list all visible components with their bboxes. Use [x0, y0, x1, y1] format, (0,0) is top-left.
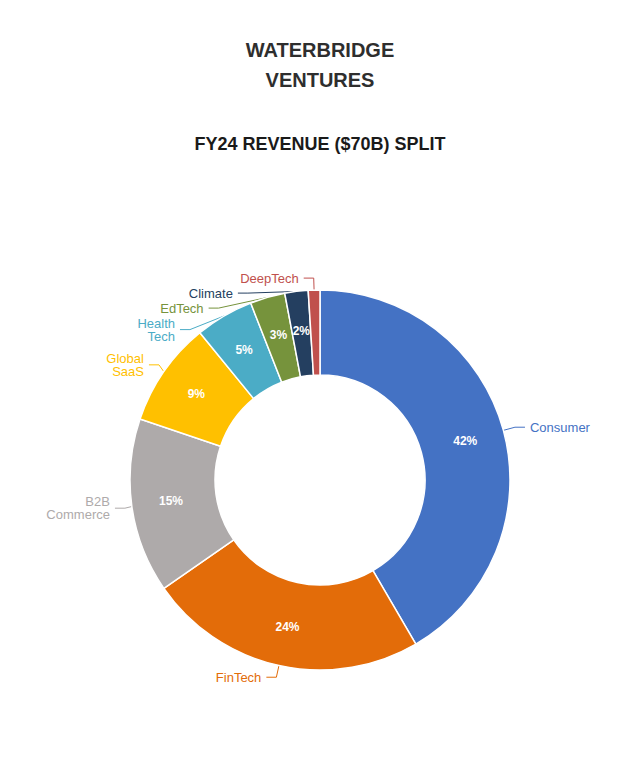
svg-text:Climate: Climate	[189, 286, 233, 301]
svg-text:24%: 24%	[275, 620, 299, 634]
svg-text:2%: 2%	[293, 324, 311, 338]
svg-text:VENTURES: VENTURES	[266, 69, 375, 91]
svg-text:Commerce: Commerce	[46, 507, 110, 522]
svg-text:Consumer: Consumer	[530, 420, 591, 435]
svg-text:Global: Global	[106, 350, 144, 366]
svg-text:Tech: Tech	[148, 329, 175, 344]
svg-text:EdTech: EdTech	[160, 301, 203, 316]
svg-text:9%: 9%	[188, 387, 206, 401]
svg-text:WATERBRIDGE: WATERBRIDGE	[246, 39, 395, 61]
svg-text:15%: 15%	[159, 494, 183, 508]
svg-text:42%: 42%	[453, 434, 477, 448]
svg-text:3%: 3%	[270, 328, 288, 342]
svg-text:SaaS: SaaS	[112, 364, 144, 379]
svg-text:DeepTech: DeepTech	[240, 271, 299, 286]
svg-text:Health: Health	[137, 315, 175, 331]
svg-text:B2B: B2B	[85, 494, 110, 510]
svg-text:FY24 REVENUE ($70B) SPLIT: FY24 REVENUE ($70B) SPLIT	[194, 134, 445, 154]
svg-text:5%: 5%	[235, 343, 253, 357]
svg-text:FinTech: FinTech	[216, 670, 262, 685]
